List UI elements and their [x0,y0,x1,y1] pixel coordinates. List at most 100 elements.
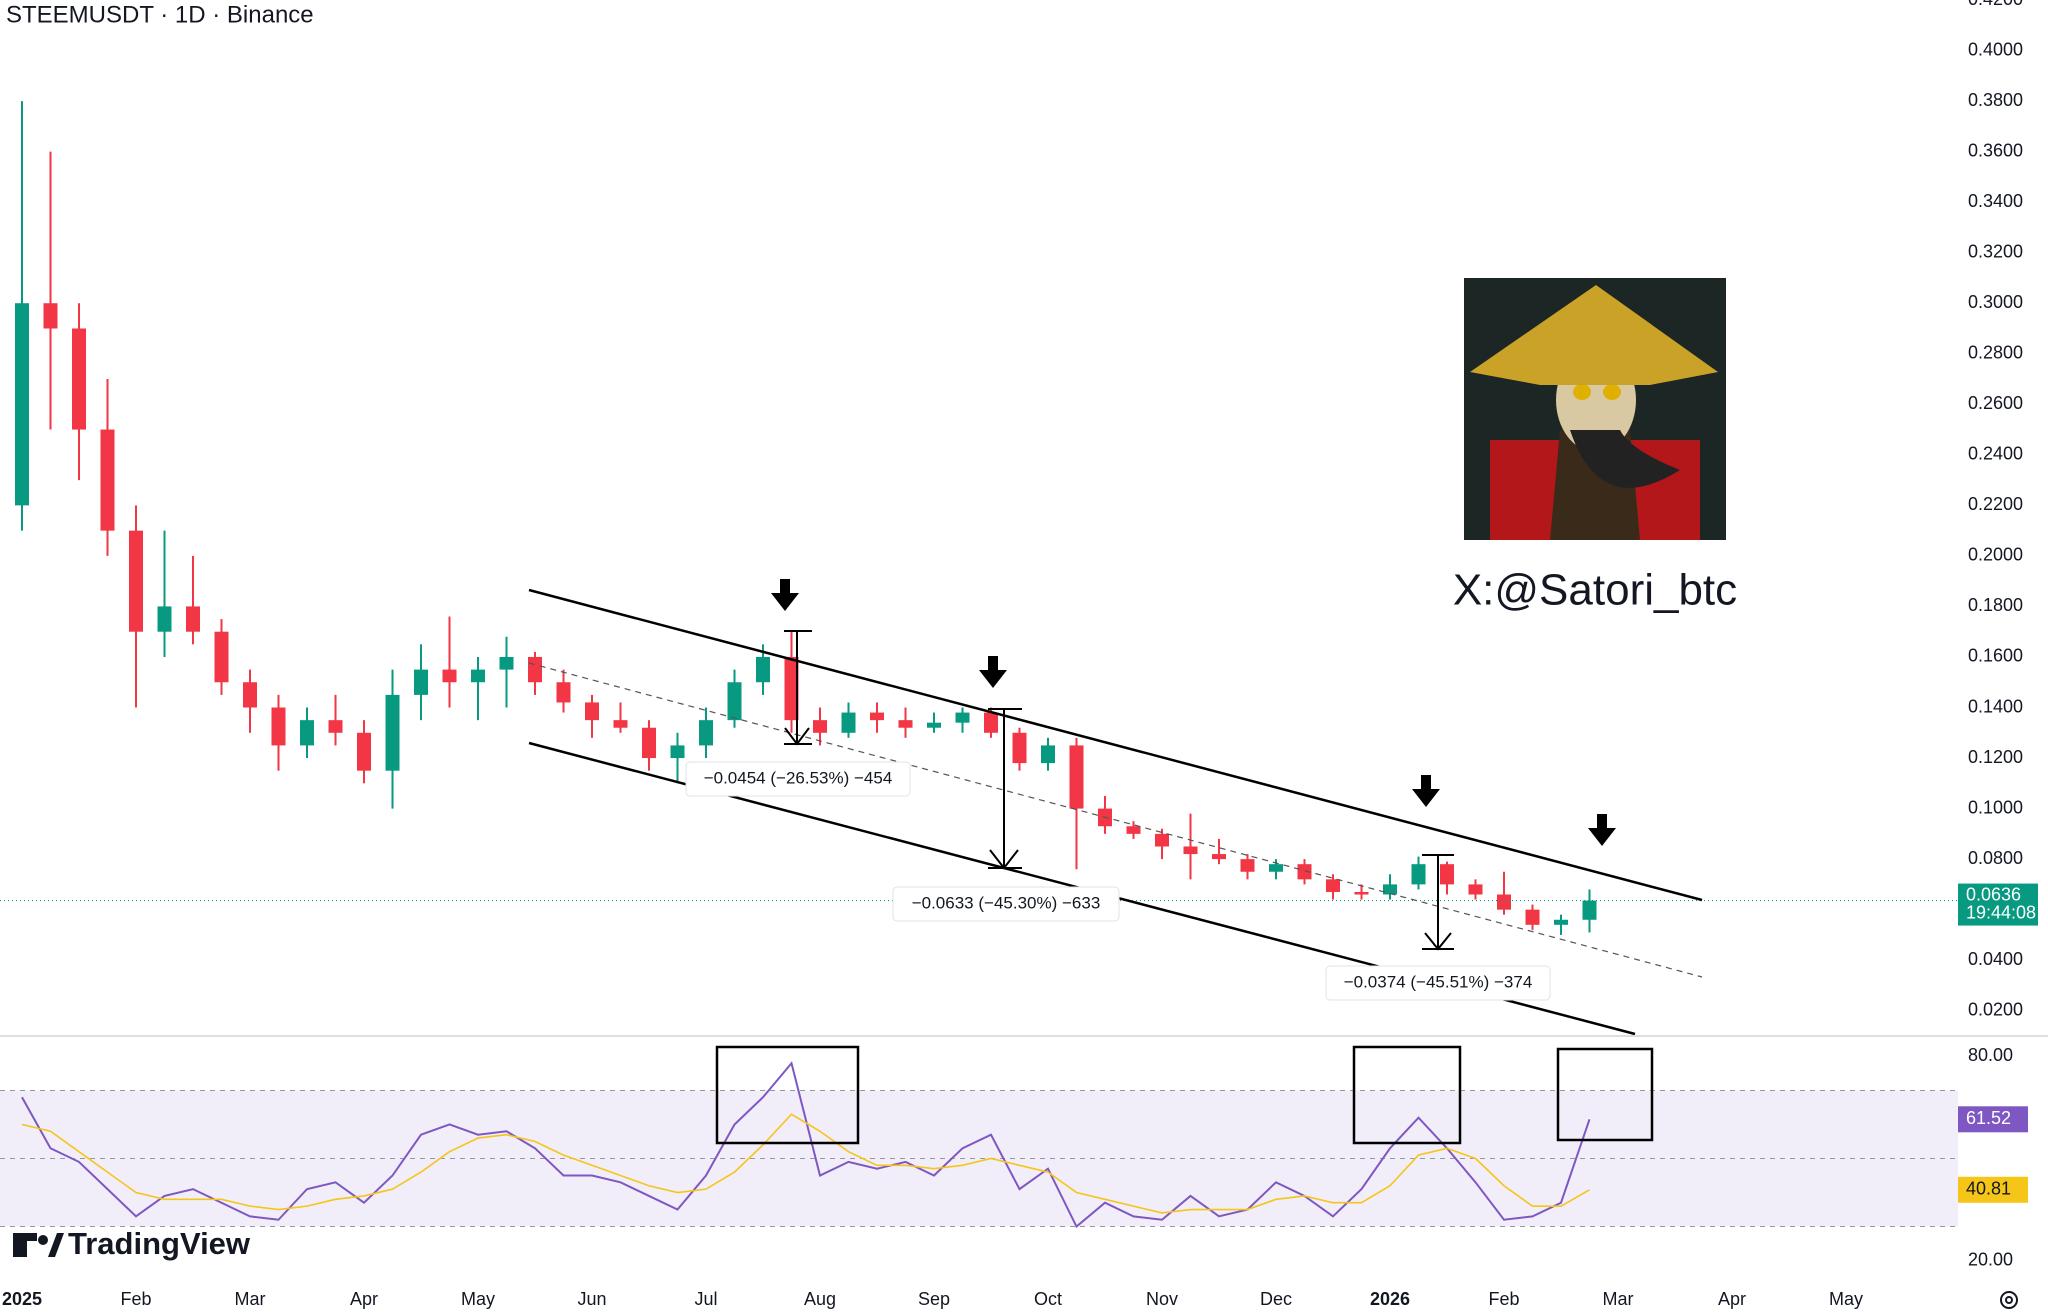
candle-body [328,720,343,733]
y-tick-label: 0.1200 [1968,747,2023,767]
candle-body [43,303,58,329]
candle-body [784,656,799,721]
x-tick-label: Jul [694,1289,717,1309]
candle-body [984,712,998,733]
x-tick-label: Apr [350,1289,378,1309]
rsi-tick-label: 20.00 [1968,1249,2013,1269]
candle-body [1582,900,1597,920]
y-tick-label: 0.4200 [1968,0,2023,9]
measure-labels: −0.0454 (−26.53%) −454 −0.0633 (−45.30%)… [685,761,1551,1001]
y-tick-label: 0.1800 [1968,595,2023,615]
down-arrow [979,656,1007,688]
candle-body [556,682,571,703]
candle-body [1155,833,1169,847]
candle-body [727,682,742,721]
candle-body [1525,909,1540,925]
candle-body [499,656,514,670]
candle-body [1041,745,1055,764]
rsi-value-label: 40.81 [1966,1179,2011,1199]
rsi-boxes [715,1045,1654,1145]
y-tick-label: 0.2800 [1968,343,2023,363]
rsi-line [21,1113,1590,1214]
y-tick-label: 0.0400 [1968,949,2023,969]
candle-body [1212,854,1226,860]
rsi-value-box [1958,1106,2028,1133]
x-tick-label: Oct [1034,1289,1062,1309]
candle-body [1468,884,1483,895]
candle-body [271,707,286,746]
candle-body [642,727,656,759]
down-arrow [1588,814,1616,846]
avatar [1464,278,1726,540]
y-tick-label: 0.3600 [1968,140,2023,160]
y-tick-label: 0.4000 [1968,39,2023,59]
channel-mid [528,662,1703,978]
candle-body [841,712,856,733]
candle-body [756,656,770,683]
y-tick-label: 0.2400 [1968,444,2023,464]
candle-body [955,712,970,723]
rsi-tick-label: 80.00 [1968,1045,2013,1065]
candle-body [1440,864,1454,885]
x-tick-label: Aug [804,1289,836,1309]
x-tick-label: Jun [577,1289,606,1309]
measure-box [892,886,1120,922]
x-tick-label: May [461,1289,495,1309]
x-tick-label: Nov [1146,1289,1178,1309]
candle-body [1240,859,1255,872]
y-tick-label: 0.3000 [1968,292,2023,312]
candle-body [414,669,428,695]
candle-body [1383,884,1397,895]
y-tick-label: 0.2000 [1968,545,2023,565]
y-tick-label: 0.2600 [1968,393,2023,413]
measure-box [685,761,911,797]
x-tick-label: 2025 [2,1289,42,1309]
candle-body [214,631,229,683]
candle-body [1183,846,1198,855]
settings-icon[interactable] [2000,1291,2018,1309]
y-tick-label: 0.0800 [1968,848,2023,868]
candle-body [1354,891,1369,895]
candle-body [670,745,685,759]
logo-text: TradingView [68,1226,251,1261]
candle-body [300,720,314,746]
measure-label: −0.0633 (−45.30%) −633 [912,893,1101,912]
y-tick-label: 0.3200 [1968,241,2023,261]
candle-body [442,669,457,683]
y-tick-label: 0.3400 [1968,191,2023,211]
down-arrow [771,579,799,611]
candle-body [100,429,115,531]
y-tick-label: 0.0200 [1968,999,2023,1019]
candle-body [1554,919,1568,925]
candle-body [1497,894,1511,910]
x-tick-label: Dec [1260,1289,1292,1309]
candle-body [613,720,628,728]
candle-body [1069,745,1084,809]
watermark: X:@Satori_btc [1453,566,1737,615]
y-tick-label: 0.2200 [1968,494,2023,514]
measure-box [1325,965,1551,1001]
arrows [771,579,1616,846]
y-tick-label: 0.1000 [1968,797,2023,817]
candle-body [471,669,485,683]
candle-body [385,694,400,771]
x-tick-label: May [1829,1289,1863,1309]
plot-area [0,101,1958,1229]
x-tick-label: Feb [120,1289,151,1309]
measure-label: −0.0374 (−45.51%) −374 [1344,972,1533,991]
candle-body [813,720,827,733]
candle-body [157,606,172,632]
candle-body [15,303,29,506]
candle-body [1126,826,1141,834]
candle-body [72,328,86,430]
candle-body [1411,864,1426,885]
candle-body [898,720,913,728]
channel-upper [528,588,1703,902]
candle-body [699,720,713,746]
candle-body [870,712,884,721]
x-tick-label: Feb [1488,1289,1519,1309]
logo: TradingView [13,1226,251,1261]
x-tick-label: 2026 [1370,1289,1410,1309]
measure-label: −0.0454 (−26.53%) −454 [704,768,893,787]
